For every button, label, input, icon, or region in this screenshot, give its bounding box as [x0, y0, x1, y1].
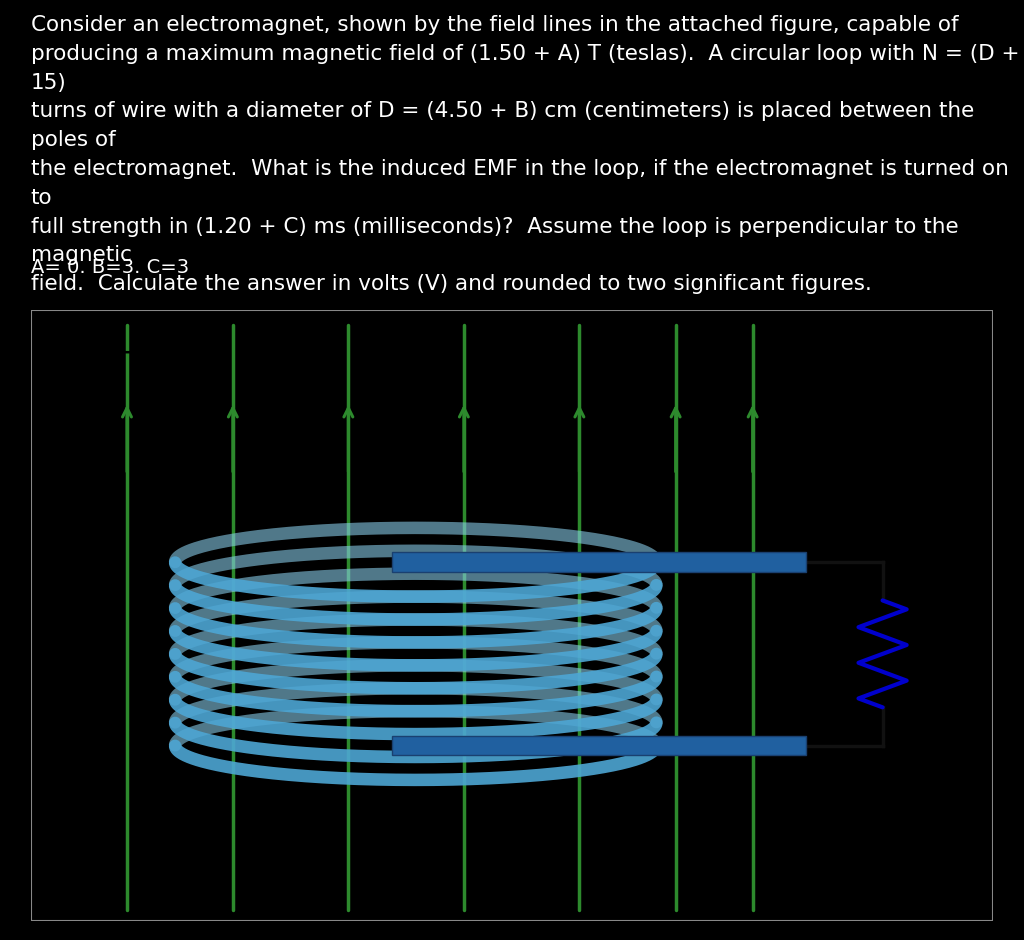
Text: A= 0. B=3. C=3: A= 0. B=3. C=3	[31, 258, 188, 276]
Text: $\vec{B}$: $\vec{B}$	[63, 335, 87, 374]
Text: $R$: $R$	[922, 639, 941, 668]
Polygon shape	[391, 736, 806, 756]
Polygon shape	[391, 553, 806, 572]
Text: Consider an electromagnet, shown by the field lines in the attached figure, capa: Consider an electromagnet, shown by the …	[31, 15, 1019, 294]
